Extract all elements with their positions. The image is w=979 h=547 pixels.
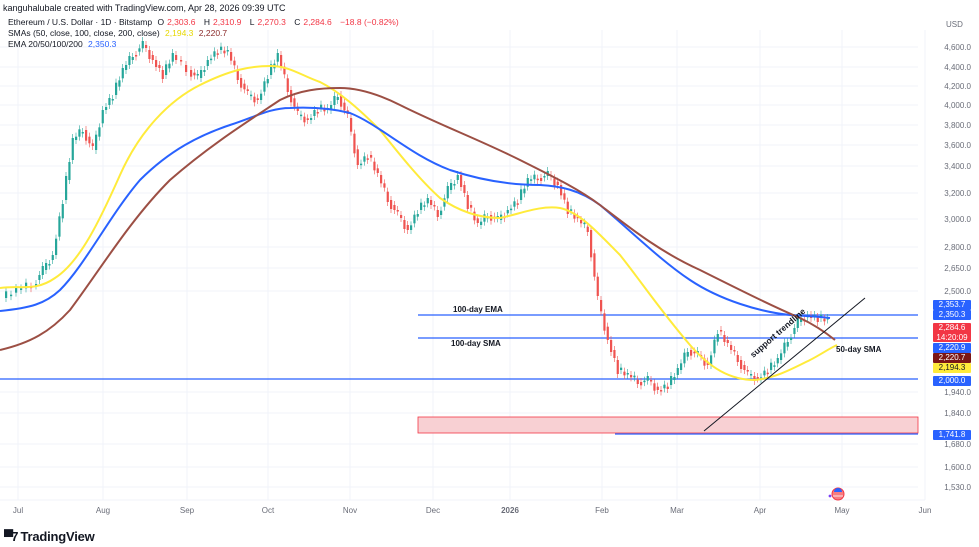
ema100-line[interactable]: [0, 106, 831, 319]
high-value: 2,310.9: [212, 17, 242, 27]
low-value: 2,270.3: [257, 17, 286, 27]
sma200-value: 2,220.7: [198, 28, 228, 38]
price-tick: 1,680.0: [944, 440, 971, 449]
sma50-line[interactable]: [0, 64, 838, 382]
support-trendline[interactable]: [703, 297, 866, 432]
price-tick: 4,200.0: [944, 82, 971, 91]
tradingview-brand[interactable]: ▀7 TradingView: [4, 529, 95, 544]
tradingview-logo-icon: ▀7: [4, 529, 19, 544]
annotation-sma100: 100-day SMA: [451, 339, 501, 348]
price-tick: 3,800.0: [944, 121, 971, 130]
price-tick: 3,200.0: [944, 189, 971, 198]
ema-label: EMA 20/50/100/200: [8, 39, 83, 49]
price-tick: 1,840.0: [944, 409, 971, 418]
price-tick: 4,600.0: [944, 43, 971, 52]
candlesticks: [5, 37, 829, 396]
price-tick: 1,530.0: [944, 483, 971, 492]
close-value: 2,284.6: [303, 17, 332, 27]
annotation-sma50: 50-day SMA: [836, 345, 882, 354]
chart-legend: Ethereum / U.S. Dollar · 1D · Bitstamp O…: [8, 17, 402, 50]
price-tag: 2,353.7: [933, 300, 971, 310]
legend-sma-row[interactable]: SMAs (50, close, 100, close, 200, close)…: [8, 28, 402, 39]
sma50-value: 2,194.3: [165, 28, 194, 38]
legend-symbol-row: Ethereum / U.S. Dollar · 1D · Bitstamp O…: [8, 17, 399, 27]
price-tag: 2,000.0: [933, 376, 971, 386]
sma-label: SMAs (50, close, 100, close, 200, close): [8, 28, 160, 38]
time-tick: Apr: [754, 506, 767, 515]
us-flag-event-icon[interactable]: [828, 487, 845, 501]
time-tick: Nov: [343, 506, 357, 515]
time-tick: Sep: [180, 506, 195, 515]
price-tick: 1,940.0: [944, 388, 971, 397]
price-tick: 2,500.0: [944, 287, 971, 296]
price-axis[interactable]: 4,600.0 4,400.0 4,200.0 4,000.0 3,800.0 3,600…: [944, 43, 971, 492]
price-tick: 3,600.0: [944, 141, 971, 150]
price-tick: 3,000.0: [944, 215, 971, 224]
sma200-line[interactable]: [0, 86, 836, 351]
price-tag: 2,194.3: [933, 363, 971, 373]
price-tag: 1,741.8: [933, 430, 971, 440]
price-tick: 3,400.0: [944, 162, 971, 171]
price-tick: 4,400.0: [944, 63, 971, 72]
price-tick: 1,600.0: [944, 463, 971, 472]
time-tick: Jun: [919, 506, 932, 515]
legend-ema-row[interactable]: EMA 20/50/100/200 2,350.3: [8, 39, 402, 50]
currency-label: USD: [946, 20, 963, 29]
brand-name: TradingView: [20, 529, 95, 544]
time-tick: Dec: [426, 506, 440, 515]
open-value: 2,303.6: [167, 17, 196, 27]
time-tick: Aug: [96, 506, 110, 515]
time-tick: 2026: [501, 506, 519, 515]
time-axis[interactable]: Jul Aug Sep Oct Nov Dec 2026 Feb Mar Apr May Jun: [13, 506, 932, 515]
price-tag: 2,220.9: [933, 343, 971, 353]
change-value: −18.8 (−0.82%): [340, 17, 399, 27]
time-tick: Mar: [670, 506, 684, 515]
price-tick: 2,800.0: [944, 243, 971, 252]
price-tick: 2,650.0: [944, 264, 971, 273]
price-tag: 2,350.3: [933, 310, 971, 320]
time-tick: Feb: [595, 506, 609, 515]
demand-zone[interactable]: [417, 416, 919, 434]
annotation-ema100: 100-day EMA: [453, 305, 503, 314]
time-tick: Oct: [262, 506, 275, 515]
price-tick: 4,000.0: [944, 101, 971, 110]
chart-credit: kanguhalubale created with TradingView.c…: [3, 3, 286, 13]
ema-value: 2,350.3: [88, 39, 117, 49]
time-tick: Jul: [13, 506, 23, 515]
grid-lines: [0, 30, 926, 500]
price-tag: 2,220.7: [933, 353, 971, 363]
time-tick: May: [834, 506, 849, 515]
price-tag: 2,284.6 14:20:09: [933, 323, 971, 342]
symbol-name[interactable]: Ethereum / U.S. Dollar · 1D · Bitstamp: [8, 17, 153, 27]
